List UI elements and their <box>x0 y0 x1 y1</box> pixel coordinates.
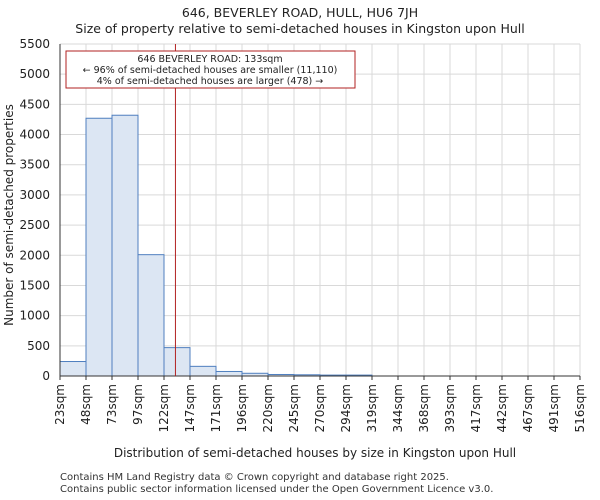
histogram-bar <box>85 117 113 377</box>
x-tick-labels: 23sqm 48sqm 73sqm 97sqm 122sqm 147sqm 171sqm 19… <box>53 376 587 432</box>
x-tick-label: 393sqm <box>443 384 457 432</box>
x-tick-label: 48sqm <box>79 384 93 425</box>
annotation-smaller: ← 96% of semi-detached houses are smalle… <box>83 65 338 76</box>
y-tick-labels: 0 500 1000 1500 2000 2500 3000 3500 4000 4500 5000… <box>19 37 50 383</box>
x-tick-label: 171sqm <box>209 384 223 432</box>
x-tick-label: 97sqm <box>131 384 145 425</box>
y-tick-label: 4000 <box>19 128 50 142</box>
x-tick-label: 23sqm <box>53 384 67 425</box>
chart-title-line1: 646, BEVERLEY ROAD, HULL, HU6 7JH <box>182 5 418 20</box>
annotation-larger: 4% of semi-detached houses are larger (4… <box>97 76 324 87</box>
x-tick-label: 442sqm <box>495 384 509 432</box>
histogram-bar <box>59 361 87 377</box>
footer-line2: Contains public sector information licen… <box>60 484 493 495</box>
x-tick-label: 294sqm <box>339 384 353 432</box>
y-tick-label: 1500 <box>19 278 50 292</box>
y-axis-label: Number of semi-detached properties <box>2 104 16 326</box>
y-tick-label: 1000 <box>19 309 50 323</box>
histogram-bar <box>111 114 139 377</box>
footer-line1: Contains HM Land Registry data © Crown c… <box>60 472 449 483</box>
histogram-bar <box>189 365 217 377</box>
y-tick-label: 500 <box>27 339 50 353</box>
x-tick-label: 417sqm <box>469 384 483 432</box>
y-tick-label: 0 <box>42 369 50 383</box>
x-tick-label: 220sqm <box>261 384 275 432</box>
y-tick-label: 2500 <box>19 218 50 232</box>
annotation-box: 646 BEVERLEY ROAD: 133sqm ← 96% of semi-… <box>65 50 356 89</box>
y-tick-label: 3000 <box>19 188 50 202</box>
x-tick-label: 516sqm <box>573 384 587 432</box>
y-tick-label: 2000 <box>19 248 50 262</box>
x-tick-label: 344sqm <box>391 384 405 432</box>
y-tick-label: 4500 <box>19 97 50 111</box>
histogram-bar <box>137 254 165 377</box>
histogram-bar <box>163 347 191 377</box>
x-tick-label: 196sqm <box>235 384 249 432</box>
x-tick-label: 147sqm <box>183 384 197 432</box>
x-tick-label: 245sqm <box>287 384 301 432</box>
histogram-bar <box>215 370 243 377</box>
annotation-title: 646 BEVERLEY ROAD: 133sqm <box>137 54 282 65</box>
x-tick-label: 73sqm <box>105 384 119 425</box>
x-tick-label: 467sqm <box>521 384 535 432</box>
y-tick-label: 5500 <box>19 37 50 51</box>
y-tick-label: 5000 <box>19 67 50 81</box>
x-tick-label: 122sqm <box>157 384 171 432</box>
x-tick-label: 319sqm <box>365 384 379 432</box>
annotation-border <box>65 50 356 89</box>
x-tick-label: 368sqm <box>417 384 431 432</box>
y-tick-label: 3500 <box>19 158 50 172</box>
x-tick-label: 491sqm <box>547 384 561 432</box>
x-tick-label: 270sqm <box>313 384 327 432</box>
chart-title-line2: Size of property relative to semi-detach… <box>75 21 524 36</box>
x-axis-label: Distribution of semi-detached houses by … <box>114 446 516 460</box>
bars-layer <box>59 114 373 377</box>
